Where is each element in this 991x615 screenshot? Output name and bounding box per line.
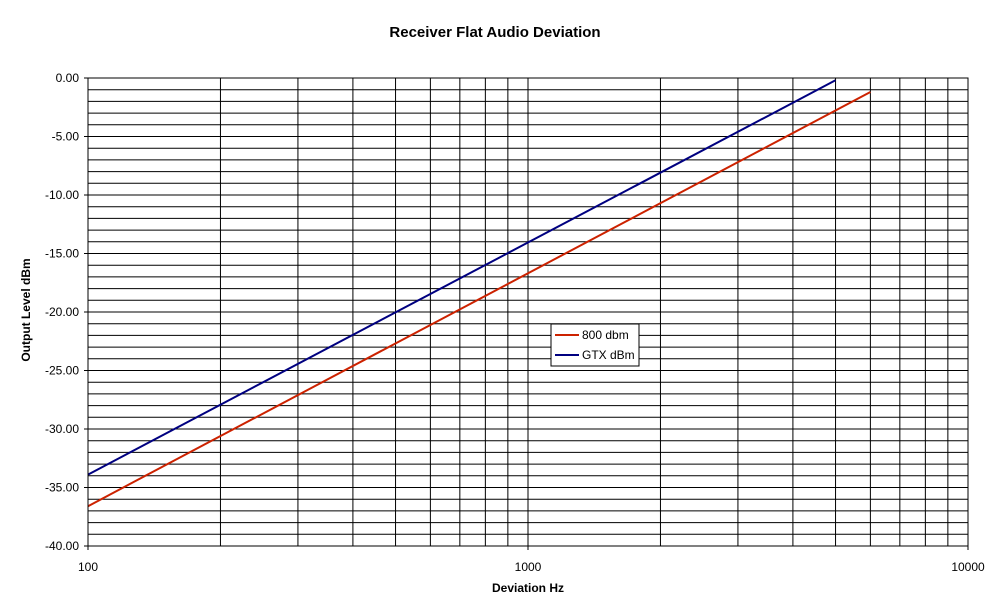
- y-tick-label: -10.00: [45, 188, 79, 202]
- y-axis-ticks: 0.00 -5.00 -10.00 -15.00 -20.00 -25.00 -30.00 -…: [45, 71, 88, 553]
- series-line-1: [87, 79, 836, 476]
- x-tick-label: 10000: [951, 560, 985, 574]
- y-tick-label: -20.00: [45, 305, 79, 319]
- y-axis-label: Output Level dBm: [19, 258, 33, 361]
- y-tick-label: -40.00: [45, 539, 79, 553]
- x-tick-label: 100: [78, 560, 98, 574]
- series-line-0: [87, 91, 871, 508]
- y-tick-label: -25.00: [45, 364, 79, 378]
- legend-label-800-dbm: 800 dbm: [582, 328, 629, 342]
- plot-lines: [87, 79, 871, 508]
- x-axis-ticks: 100 1000 10000: [78, 546, 985, 574]
- y-tick-label: -30.00: [45, 422, 79, 436]
- legend-box: [550, 323, 640, 367]
- x-tick-label: 1000: [515, 560, 542, 574]
- y-tick-label: -5.00: [52, 130, 80, 144]
- y-tick-label: -35.00: [45, 481, 79, 495]
- grid: [88, 78, 968, 546]
- y-tick-label: -15.00: [45, 247, 79, 261]
- legend: 800 dbm GTX dBm: [550, 323, 640, 367]
- y-tick-label: 0.00: [56, 71, 80, 85]
- chart-title: Receiver Flat Audio Deviation: [389, 24, 600, 41]
- legend-label-gtx-dbm: GTX dBm: [582, 348, 635, 362]
- x-axis-label: Deviation Hz: [492, 581, 564, 595]
